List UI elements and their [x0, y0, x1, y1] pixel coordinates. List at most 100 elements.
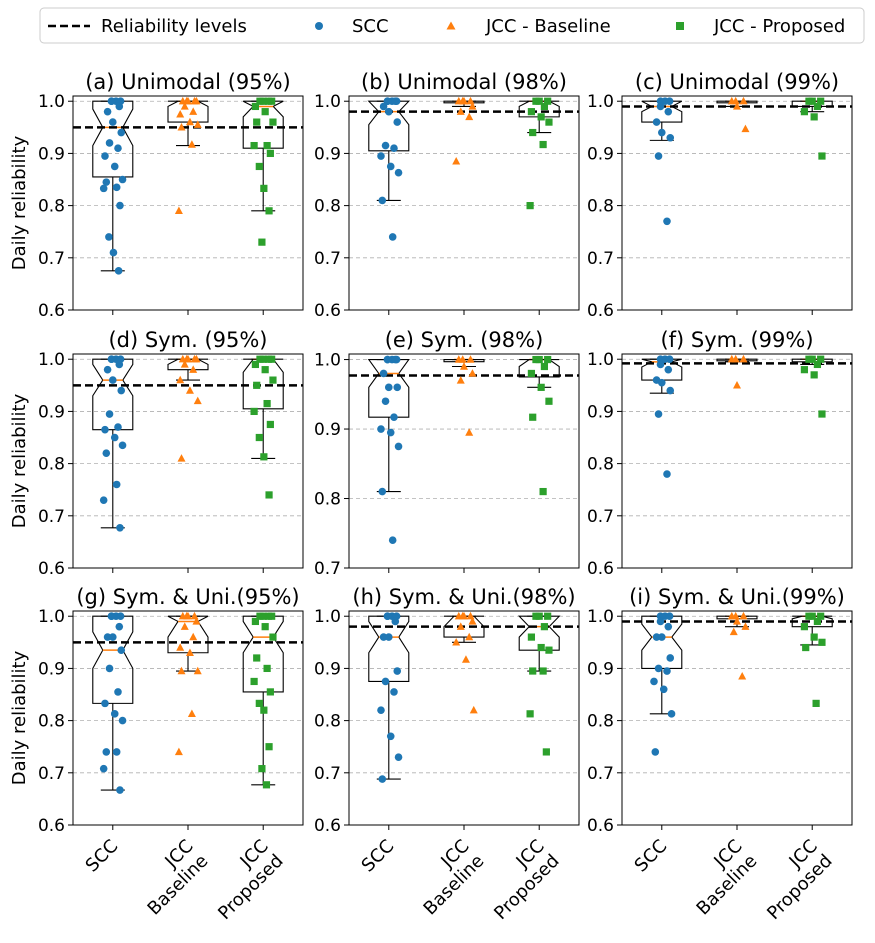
data-point-jcc-baseline [733, 102, 741, 110]
data-point-jcc-baseline [176, 109, 185, 118]
data-point-jcc-baseline [192, 617, 201, 625]
panel-title: (d) Sym. (95%) [108, 328, 267, 352]
data-point-scc [665, 355, 674, 364]
data-point-jcc-proposed [250, 141, 258, 150]
y-tick-label: 0.6 [587, 816, 614, 836]
boxplot-scc [367, 100, 411, 201]
data-point-jcc-proposed [261, 108, 269, 116]
data-point-scc [656, 360, 665, 369]
data-point-jcc-proposed [545, 646, 553, 654]
data-point-jcc-proposed [256, 355, 264, 363]
data-point-jcc-proposed [818, 152, 826, 160]
data-point-scc [657, 128, 666, 137]
data-point-scc [115, 102, 124, 111]
data-point-scc [650, 677, 658, 686]
box-body [92, 358, 134, 431]
data-point-scc [394, 753, 403, 761]
data-point-scc [102, 178, 111, 186]
data-point-scc [659, 685, 668, 694]
data-point-scc [663, 217, 671, 226]
data-point-jcc-proposed [269, 376, 277, 384]
data-point-scc [666, 133, 675, 142]
y-tick-label: 0.7 [314, 764, 341, 784]
data-point-jcc-proposed [251, 102, 260, 111]
data-point-jcc-baseline [180, 360, 189, 368]
data-point-scc [381, 141, 390, 150]
data-point-jcc-baseline [739, 96, 748, 105]
panel-title: (g) Sym. & Uni.(95%) [76, 585, 299, 609]
box-body [716, 100, 758, 104]
data-point-scc [664, 365, 673, 374]
y-axis-label: Daily reliability [9, 393, 30, 528]
data-point-scc [378, 487, 387, 496]
data-point-jcc-proposed [258, 238, 266, 246]
data-point-scc [105, 233, 113, 241]
data-point-jcc-baseline [185, 648, 194, 656]
panel: (b) Unimodal (98%) 0.6 0.7 0.8 0.9 1.0 [314, 70, 580, 321]
data-point-jcc-baseline [741, 622, 750, 630]
panel-title: (e) Sym. (98%) [385, 328, 544, 352]
box-body [641, 358, 683, 381]
data-point-jcc-proposed [810, 371, 818, 379]
data-point-jcc-proposed [810, 633, 818, 641]
data-point-jcc-baseline [180, 622, 189, 630]
data-point-jcc-baseline [184, 96, 192, 105]
data-point-scc [99, 184, 108, 193]
data-point-jcc-baseline [456, 622, 465, 630]
data-point-jcc-baseline [733, 381, 741, 389]
data-point-scc [108, 376, 117, 384]
y-tick-label: 0.6 [38, 816, 65, 836]
data-point-scc [115, 360, 124, 369]
data-point-scc [394, 168, 403, 177]
legend-label-jcc-baseline: JCC - Baseline [485, 16, 611, 37]
data-point-scc [651, 748, 660, 756]
data-point-scc [99, 764, 108, 773]
y-tick-label: 0.6 [314, 816, 341, 836]
data-point-jcc-baseline [468, 102, 477, 110]
data-point-jcc-baseline [174, 206, 183, 215]
data-point-scc [657, 378, 666, 387]
data-point-scc [112, 480, 121, 489]
data-point-scc [101, 152, 109, 160]
legend: Reliability levels SCC JCC - Baseline JC… [39, 7, 865, 44]
data-point-jcc-proposed [532, 97, 540, 105]
boxplot-scc [367, 359, 410, 493]
y-tick-label: 0.9 [314, 144, 341, 164]
boxplot-jcc-proposed [518, 358, 560, 388]
panel: (f) Sym. (99%) 0.6 0.7 0.8 0.9 1.0 [587, 328, 853, 579]
data-point-scc [656, 102, 665, 111]
x-tick-label-line: SCC [358, 836, 399, 877]
data-point-scc [377, 425, 385, 433]
panel-title: (f) Sym. (99%) [660, 328, 813, 352]
data-point-scc [108, 633, 117, 641]
data-point-scc [394, 442, 403, 451]
y-tick-label: 0.7 [314, 559, 341, 579]
data-point-scc [102, 449, 111, 457]
data-point-jcc-proposed [256, 97, 264, 105]
data-point-jcc-proposed [529, 128, 537, 137]
data-point-jcc-baseline [454, 355, 463, 363]
data-point-scc [110, 433, 119, 442]
data-point-scc [663, 470, 671, 478]
panel: (a) Unimodal (95%) 0.6 0.7 0.8 0.9 1.0 Daily r… [9, 70, 304, 321]
data-point-jcc-proposed [539, 487, 547, 496]
y-tick-label: 1.0 [38, 92, 65, 112]
box-body [791, 358, 833, 363]
box-body [167, 358, 209, 371]
data-point-jcc-proposed [800, 366, 809, 374]
data-point-jcc-proposed [527, 108, 536, 116]
data-point-scc [378, 775, 387, 783]
y-tick-label: 0.9 [587, 659, 614, 679]
data-point-jcc-baseline [465, 632, 474, 641]
data-point-jcc-proposed [263, 664, 271, 673]
data-point-scc [383, 97, 392, 106]
data-point-scc [388, 233, 397, 241]
data-point-jcc-proposed [813, 102, 822, 111]
data-point-scc [116, 524, 124, 532]
data-point-scc [114, 688, 122, 696]
y-tick-label: 1.0 [587, 92, 614, 112]
data-point-jcc-proposed [817, 355, 825, 363]
data-point-jcc-baseline [187, 709, 196, 718]
data-point-scc [388, 536, 397, 545]
